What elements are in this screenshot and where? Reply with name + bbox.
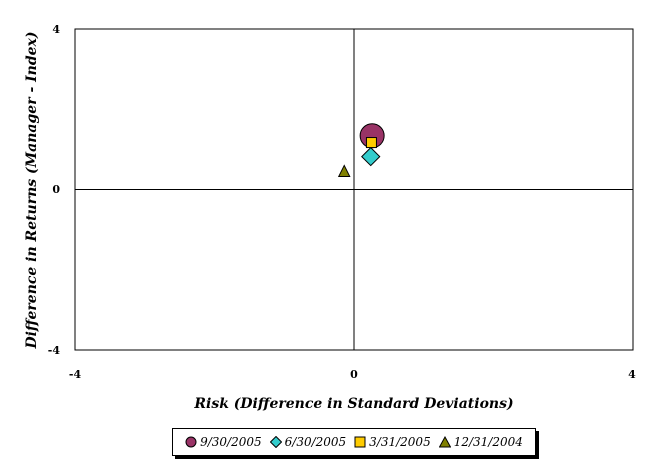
circle-marker-icon [185,436,197,448]
data-point-triangle-3-0 [337,164,351,177]
y-tick-label-zero: 0 [52,183,60,196]
x-axis-title: Risk (Difference in Standard Deviations) [193,396,513,412]
x-tick-label-left: -4 [69,368,82,381]
legend-label: 3/31/2005 [369,435,431,449]
triangle-marker-icon [438,436,451,448]
legend-item-9-30-2005: 9/30/2005 [185,435,262,449]
data-point-square-2-0 [365,137,377,149]
y-axis-title: Difference in Returns (Manager - Index) [24,31,40,349]
data-point-diamond-1-0 [361,146,381,167]
diamond-marker-icon [269,436,282,448]
legend-label: 9/30/2005 [200,435,262,449]
legend-item-6-30-2005: 6/30/2005 [269,435,347,449]
legend-item-12-31-2004: 12/31/2004 [438,435,523,449]
chart-legend: 9/30/2005 6/30/2005 3/31/2005 12/31/2004 [172,428,536,456]
legend-item-3-31-2005: 3/31/2005 [354,435,431,449]
x-tick-label-right: 4 [628,368,636,381]
x-tick-label-zero: 0 [350,368,358,381]
square-marker-icon [354,436,366,448]
y-tick-label-top: 4 [52,23,60,36]
data-points [337,123,385,177]
y-tick-label-bottom: -4 [48,344,61,357]
legend-label: 6/30/2005 [284,435,347,449]
legend-label: 12/31/2004 [453,435,523,449]
